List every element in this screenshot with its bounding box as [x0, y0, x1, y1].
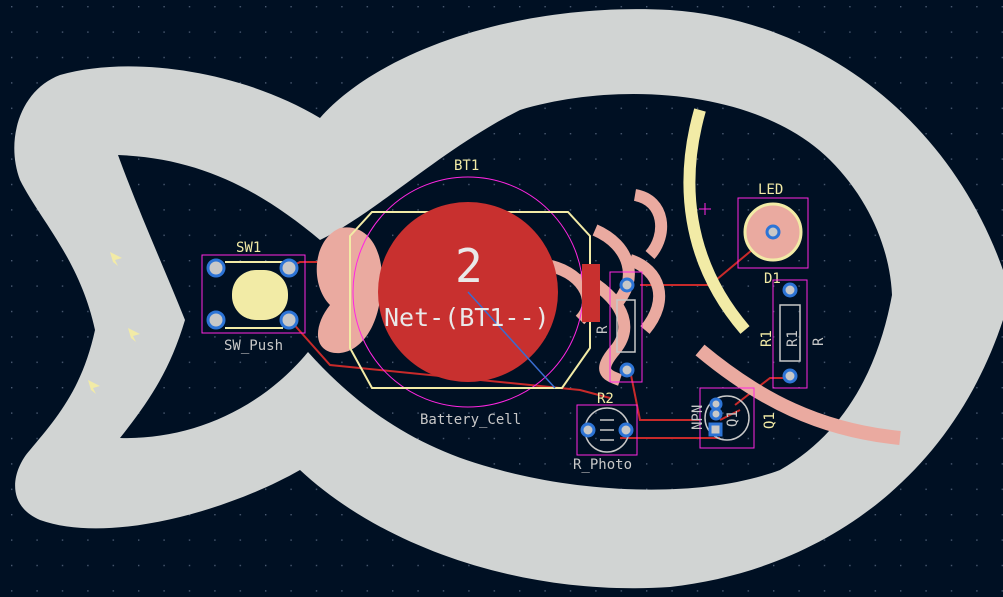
crosshair-icon — [699, 203, 711, 215]
gill-arc-4 — [633, 189, 668, 260]
gill-arc-3 — [577, 269, 631, 386]
q1-fab-ref: Q1 — [725, 410, 741, 427]
sw1-pad-1[interactable] — [206, 258, 226, 278]
board-outline — [14, 9, 1003, 589]
led-courtyard — [737, 197, 809, 269]
q1-courtyard — [699, 387, 755, 449]
battery-bt1[interactable]: BT1 Battery_Cell 2 Net-(BT1--) — [349, 158, 600, 428]
bt1-silk — [349, 211, 591, 389]
r1-pad-1[interactable] — [782, 282, 798, 298]
bt1-net-label: Net-(BT1--) — [384, 303, 550, 332]
bt1-pad-1[interactable] — [582, 264, 600, 322]
r2-value: R_Photo — [573, 457, 632, 473]
bt1-ref: BT1 — [454, 158, 479, 174]
led-ref: LED — [758, 182, 783, 198]
rv-pad-2[interactable] — [619, 362, 635, 378]
sw1-ref: SW1 — [236, 240, 261, 256]
sw1-pad-4[interactable] — [279, 310, 299, 330]
r2-courtyard — [576, 404, 638, 456]
transistor-q1[interactable]: NPN Q1 Q1 — [690, 387, 778, 449]
q1-ref: Q1 — [762, 412, 778, 429]
sw1-value: SW_Push — [224, 338, 283, 354]
r1-courtyard — [772, 279, 808, 389]
photoresistor-r2[interactable]: R2 R_Photo — [573, 391, 638, 473]
led-pad-1[interactable] — [765, 224, 781, 240]
rv-courtyard — [609, 271, 643, 383]
r1-fab-ref: R1 — [785, 330, 801, 347]
r2-pad-1[interactable] — [580, 422, 596, 438]
q1-pad-3[interactable] — [709, 397, 723, 411]
silk-arc — [683, 108, 750, 334]
resistor-r1[interactable]: R1 R1 R — [759, 279, 827, 389]
r2-pad-2[interactable] — [618, 422, 634, 438]
q1-value: NPN — [690, 405, 706, 430]
r1-value: R — [811, 337, 827, 346]
tail-markers — [88, 252, 140, 394]
arrow-icon — [110, 252, 122, 266]
sw1-body — [232, 270, 288, 320]
sw1-courtyard — [201, 254, 306, 334]
sw1-pad-3[interactable] — [206, 310, 226, 330]
switch-sw1[interactable]: SW1 SW_Push — [201, 240, 306, 354]
ratsnest-line — [467, 291, 556, 389]
rv-pad-1[interactable] — [619, 277, 635, 293]
r1-ref: R1 — [759, 330, 775, 347]
bt1-value: Battery_Cell — [420, 412, 521, 428]
arrow-icon — [128, 328, 140, 342]
bt1-pad-number: 2 — [455, 239, 483, 293]
gill-arc-5 — [627, 254, 666, 334]
gill-arc-2 — [592, 224, 635, 310]
sw1-pad-2[interactable] — [279, 258, 299, 278]
rv-fab-ref: R — [595, 325, 611, 334]
fin-stroke — [695, 344, 901, 445]
q1-pad-1[interactable] — [708, 422, 723, 437]
led-d1[interactable]: LED D1 — [737, 182, 809, 287]
r1-pad-2[interactable] — [782, 368, 798, 384]
d1-ref: D1 — [764, 271, 781, 287]
r2-ref: R2 — [597, 391, 614, 407]
resistor-rv[interactable]: R — [595, 271, 643, 383]
arrow-icon — [88, 380, 100, 394]
